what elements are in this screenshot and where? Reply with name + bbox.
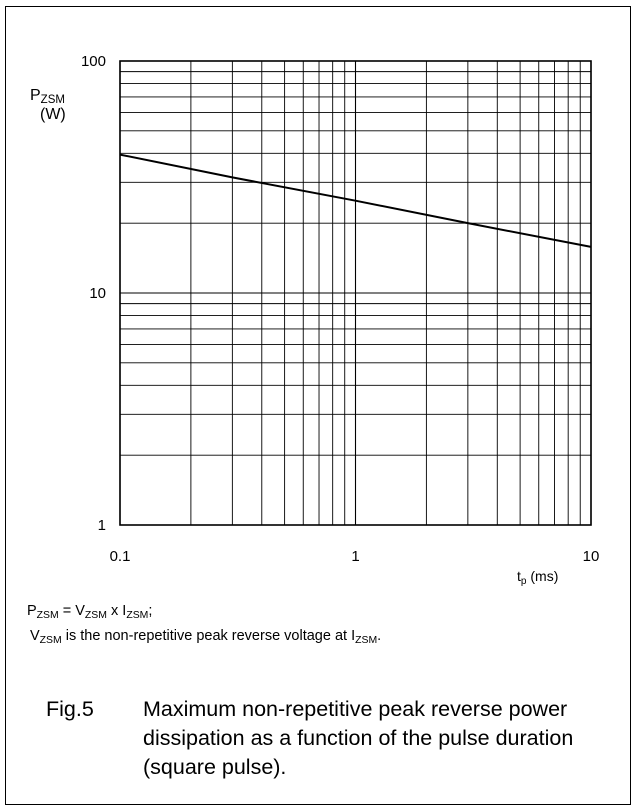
y-tick-label: 100 <box>81 53 106 70</box>
y-tick-label: 10 <box>89 285 106 302</box>
plot-border <box>119 60 592 526</box>
series-line <box>119 153 592 248</box>
y-tick-label: 1 <box>98 517 106 534</box>
caption-text: Maximum non-repetitive peak reverse powe… <box>143 697 574 779</box>
formula-note: PZSM = VZSM x IZSM; <box>27 603 153 621</box>
y-axis-label: PZSM (W) <box>30 87 66 123</box>
x-axis-label: tp (ms) <box>517 568 559 587</box>
grid <box>119 60 592 526</box>
figure-frame <box>5 6 631 805</box>
figure-number: Fig.5 <box>46 697 94 721</box>
x-tick-label: 0.1 <box>110 548 131 565</box>
x-tick-label: 1 <box>351 548 359 565</box>
x-tick-label: 10 <box>583 548 600 565</box>
series <box>119 153 592 248</box>
definition-note: VZSM is the non-repetitive peak reverse … <box>30 628 382 646</box>
